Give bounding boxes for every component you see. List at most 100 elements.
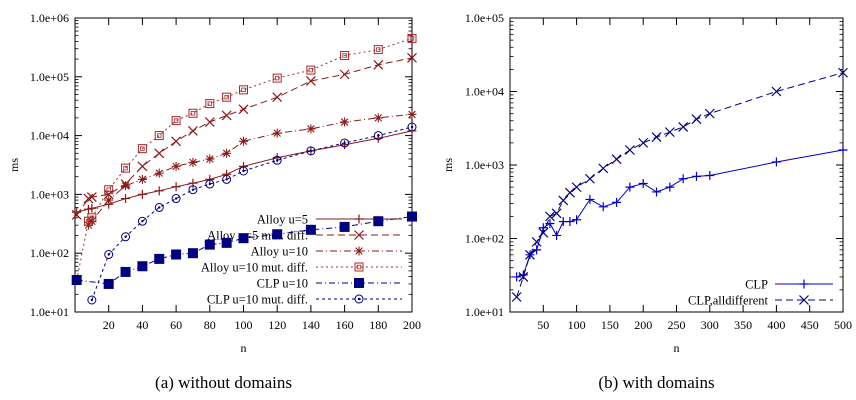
a-series-5-point <box>373 131 383 141</box>
b-series-0-point <box>538 223 548 233</box>
b-series-1-point <box>651 132 662 142</box>
a-series-2-point <box>87 216 97 226</box>
a-series-3-point <box>188 108 198 118</box>
b-series-0-point <box>552 230 562 240</box>
b-series-0-point <box>625 182 635 192</box>
a-series-4-point <box>272 229 283 240</box>
a-series-4-point <box>187 248 198 259</box>
b-x-tick-label: 400 <box>767 318 785 332</box>
a-series-1-point <box>272 92 283 103</box>
a-series-3-point <box>205 99 215 109</box>
b-x-tick-label: 250 <box>668 318 686 332</box>
a-series-5-point <box>87 295 97 305</box>
a-series-0-point <box>340 140 350 150</box>
a-series-4-point <box>120 266 131 277</box>
a-x-tick-label: 140 <box>302 318 320 332</box>
a-x-tick-label: 160 <box>336 318 354 332</box>
a-series-3-point <box>171 116 181 126</box>
a-series-3-point <box>87 213 97 223</box>
a-series-1-point <box>137 161 148 172</box>
a-series-3-line <box>76 37 413 281</box>
a-series-1-point <box>305 76 316 86</box>
a-x-tick-label: 40 <box>136 318 148 332</box>
a-series-5-point <box>340 138 350 148</box>
a-series-2-point <box>188 157 198 167</box>
a-series-1-point <box>188 126 198 136</box>
a-legend-marker-0 <box>354 214 364 224</box>
b-x-axis-label: n <box>674 341 680 355</box>
b-series-0-point <box>585 194 595 204</box>
b-series-1-point <box>691 114 702 125</box>
a-series-2-point <box>373 113 383 123</box>
a-series-1-point <box>221 110 232 121</box>
a-series-5-point <box>121 232 131 242</box>
b-x-tick-label: 50 <box>537 318 549 332</box>
b-series-1-line <box>516 72 844 298</box>
a-series-5-point <box>188 185 198 195</box>
b-y-tick-label: 1.0e+02 <box>465 232 504 246</box>
a-series-4-point <box>71 275 82 286</box>
b-x-tick-label: 200 <box>634 318 652 332</box>
b-series-0-point <box>678 174 688 184</box>
b-series-1-point <box>704 108 715 119</box>
b-y-axis-label: ms <box>441 158 455 172</box>
a-series-0-point <box>205 174 215 184</box>
a-series-4-point <box>221 237 232 248</box>
a-series-4-point <box>137 261 148 272</box>
b-legend-marker-1 <box>799 295 809 305</box>
b-series-0 <box>512 145 848 282</box>
b-series-1-point <box>598 163 609 174</box>
a-x-tick-label: 60 <box>170 318 182 332</box>
b-series-0-point <box>665 182 675 192</box>
b-legend-label-0: CLP <box>745 278 768 292</box>
b-series-0-point <box>771 157 781 167</box>
b-series-0-point <box>532 245 542 255</box>
a-series-1-point <box>407 52 417 63</box>
a-series-1-point <box>204 117 215 127</box>
a-series-2 <box>83 109 417 230</box>
b-series-0-point <box>652 187 662 197</box>
a-series-0-point <box>222 169 232 179</box>
a-series-4-point <box>305 224 316 235</box>
a-x-tick-label: 180 <box>369 318 387 332</box>
a-series-0-point <box>239 161 248 171</box>
a-legend-label-1: Alloy u=5 mut. diff. <box>207 229 308 243</box>
b-series-0-point <box>691 171 701 181</box>
a-series-1-point <box>71 209 82 220</box>
a-legend-marker-5 <box>354 294 364 304</box>
a-series-1 <box>71 52 417 220</box>
a-y-tick-label: 1.0e+01 <box>30 305 69 319</box>
chart-a-without-domains: 1.0e+01 1.0e+02 1.0e+03 1.0e+04 1.0e+05 1.0e+… <box>7 11 421 392</box>
b-x-tick-label: 350 <box>734 318 752 332</box>
a-series-3-point <box>373 45 383 55</box>
a-series-2-point <box>340 117 350 127</box>
a-series-4-point <box>407 211 417 222</box>
a-legend-marker-2 <box>354 246 364 256</box>
a-series-2-point <box>272 128 282 138</box>
a-series-3-point <box>104 185 114 195</box>
a-series-1-point <box>83 193 94 204</box>
a-legend-marker-4 <box>354 278 364 288</box>
b-series-0-point <box>838 145 848 155</box>
b-y-tick-label: 1.0e+01 <box>465 305 504 319</box>
a-y-tick-label: 1.0e+06 <box>30 11 69 25</box>
b-series-1 <box>511 67 848 302</box>
a-x-tick-label: 100 <box>235 318 253 332</box>
a-series-3-point <box>83 216 93 226</box>
a-legend-label-0: Alloy u=5 <box>257 213 308 227</box>
a-caption: (a) without domains <box>155 373 292 392</box>
b-series-1-point <box>518 272 529 282</box>
b-plot-frame <box>509 17 844 313</box>
a-legend-label-4: CLP u=10 <box>257 277 308 291</box>
b-series-1-point <box>565 187 575 198</box>
a-series-5-point <box>239 166 248 176</box>
b-series-0-point <box>612 197 622 207</box>
a-series-2-point <box>407 109 417 119</box>
a-x-tick-label: 200 <box>403 318 421 332</box>
a-x-axis-label: n <box>241 341 247 355</box>
a-series-4-point <box>204 239 215 250</box>
a-series-1-point <box>86 192 97 203</box>
a-x-tick-label: 120 <box>268 318 286 332</box>
b-series-1-point <box>678 121 689 132</box>
